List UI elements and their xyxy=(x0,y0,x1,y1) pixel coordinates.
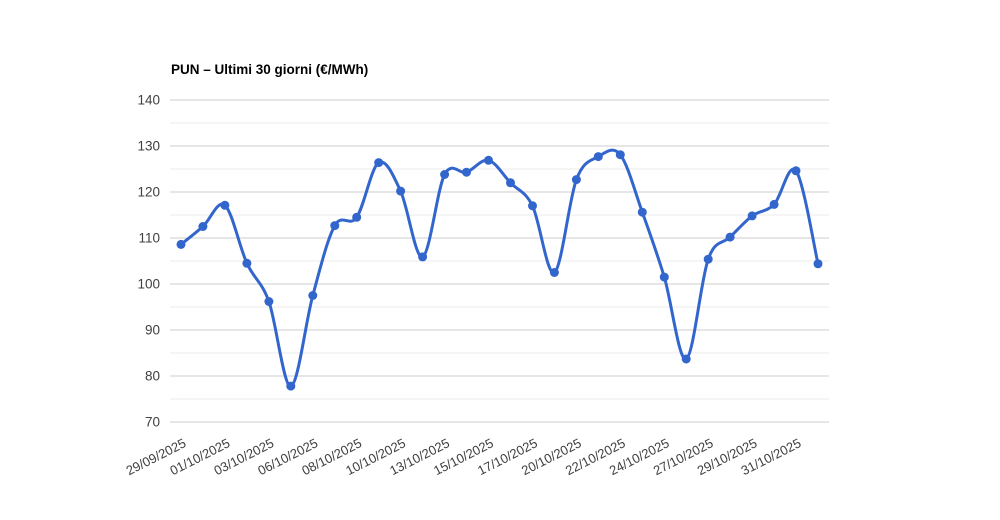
data-point[interactable] xyxy=(593,152,603,162)
data-point[interactable] xyxy=(681,354,691,364)
data-point[interactable] xyxy=(549,268,559,277)
data-point[interactable] xyxy=(418,252,428,262)
data-point[interactable] xyxy=(330,221,340,231)
data-point[interactable] xyxy=(813,259,823,269)
data-point[interactable] xyxy=(396,186,406,196)
y-axis-tick-label: 120 xyxy=(137,185,160,200)
data-point[interactable] xyxy=(659,272,669,282)
data-point[interactable] xyxy=(264,297,274,306)
data-point[interactable] xyxy=(352,212,362,222)
data-point[interactable] xyxy=(747,211,757,221)
data-point[interactable] xyxy=(703,254,713,264)
y-axis-tick-label: 70 xyxy=(145,415,160,430)
y-axis-tick-label: 100 xyxy=(137,277,160,292)
data-point[interactable] xyxy=(484,155,493,165)
y-axis-tick-label: 90 xyxy=(145,323,160,338)
data-point[interactable] xyxy=(615,150,625,160)
y-axis-tick-label: 110 xyxy=(138,231,160,246)
chart-title: PUN – Ultimi 30 giorni (€/MWh) xyxy=(171,62,369,77)
data-point[interactable] xyxy=(571,175,581,185)
data-point[interactable] xyxy=(286,381,296,391)
data-point[interactable] xyxy=(791,166,801,176)
data-point[interactable] xyxy=(242,258,252,268)
data-point[interactable] xyxy=(440,170,450,179)
data-point[interactable] xyxy=(176,239,186,249)
pun-series-line xyxy=(179,148,820,388)
data-point[interactable] xyxy=(528,201,537,211)
data-point[interactable] xyxy=(308,291,318,300)
data-point[interactable] xyxy=(506,178,515,188)
data-point[interactable] xyxy=(198,222,208,231)
y-axis-tick-label: 140 xyxy=(137,93,160,108)
data-point[interactable] xyxy=(725,232,735,242)
data-point[interactable] xyxy=(637,207,647,217)
data-point[interactable] xyxy=(220,200,230,210)
y-axis-tick-label: 130 xyxy=(137,139,160,154)
data-point[interactable] xyxy=(769,199,779,209)
data-point[interactable] xyxy=(374,158,384,168)
data-point[interactable] xyxy=(462,167,471,177)
y-axis-tick-label: 80 xyxy=(145,369,160,384)
